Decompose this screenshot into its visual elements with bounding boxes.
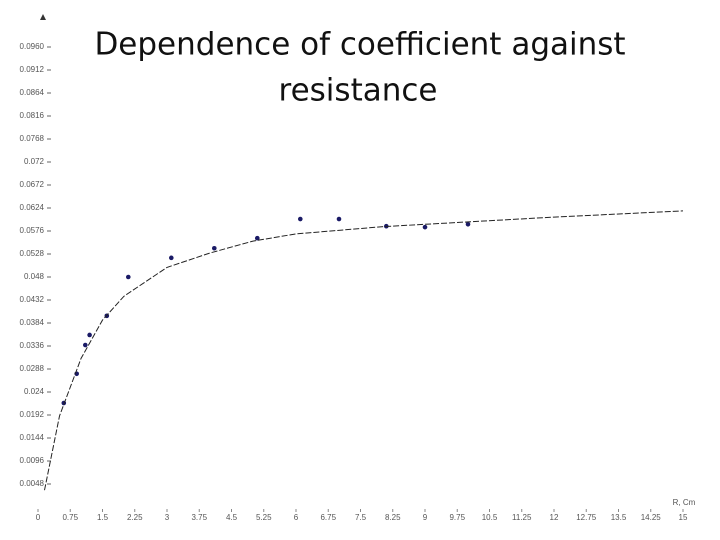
y-tick-label: 0.0288 — [20, 364, 45, 373]
y-tick-label: 0.0768 — [20, 134, 45, 143]
y-tick-label: 0.0576 — [20, 226, 45, 235]
y-tick-label: 0.0144 — [20, 433, 45, 442]
x-tick-label: 8.25 — [385, 513, 401, 522]
data-point — [465, 221, 471, 227]
data-point — [212, 245, 217, 251]
x-tick-label: 1.5 — [97, 513, 109, 522]
data-point — [422, 224, 428, 230]
y-tick-label: 0.0096 — [20, 456, 45, 465]
y-tick-label: 0.0192 — [20, 410, 45, 419]
y-tick-label: 0.0672 — [20, 180, 45, 189]
x-tick-label: 6 — [294, 513, 299, 522]
y-tick-label: 0.024 — [24, 387, 45, 396]
x-tick-label: 12 — [550, 513, 559, 522]
x-tick-label: 14.25 — [641, 513, 662, 522]
x-tick-label: 4.5 — [226, 513, 238, 522]
y-tick-label: 0.0960 — [20, 42, 45, 51]
x-tick-label: 0.75 — [62, 513, 78, 522]
data-point — [169, 255, 174, 261]
x-tick-label: 12.75 — [576, 513, 597, 522]
axis-arrow — [40, 14, 46, 20]
x-tick-label: 6.75 — [320, 513, 336, 522]
x-tick-label: 9.75 — [449, 513, 465, 522]
data-point — [87, 332, 92, 338]
y-tick-label: 0.0384 — [20, 318, 45, 327]
x-tick-label: 13.5 — [611, 513, 627, 522]
data-point — [83, 342, 88, 348]
x-tick-label: 0 — [36, 513, 41, 522]
data-point — [254, 235, 260, 241]
y-tick-label: 0.0528 — [20, 249, 45, 258]
chart-title: resistance — [279, 73, 438, 109]
y-tick-label: 0.0816 — [20, 111, 45, 120]
x-tick-label: 3 — [165, 513, 170, 522]
x-tick-label: 7.5 — [355, 513, 367, 522]
x-tick-label: 3.75 — [191, 513, 207, 522]
x-axis-label: R, Cm — [673, 498, 696, 507]
x-tick-label: 5.25 — [256, 513, 272, 522]
y-tick-label: 0.0336 — [20, 341, 45, 350]
y-tick-label: 0.0432 — [20, 295, 45, 304]
x-tick-label: 2.25 — [127, 513, 143, 522]
x-tick-label: 11.25 — [512, 513, 532, 522]
y-tick-label: 0.0048 — [20, 479, 45, 488]
y-tick-label: 0.072 — [24, 157, 45, 166]
data-point — [298, 216, 303, 222]
fit-line — [44, 210, 684, 491]
data-point — [126, 274, 131, 280]
y-tick-label: 0.0912 — [20, 65, 45, 74]
x-tick-label: 9 — [423, 513, 428, 522]
x-tick-label: 10.5 — [482, 513, 498, 522]
y-tick-label: 0.0624 — [20, 203, 45, 212]
x-tick-label: 15 — [679, 513, 688, 522]
y-tick-label: 0.0864 — [20, 88, 45, 97]
y-tick-label: 0.048 — [24, 272, 45, 281]
data-point — [336, 216, 342, 222]
chart-title: Dependence of coefficient against — [94, 27, 625, 63]
